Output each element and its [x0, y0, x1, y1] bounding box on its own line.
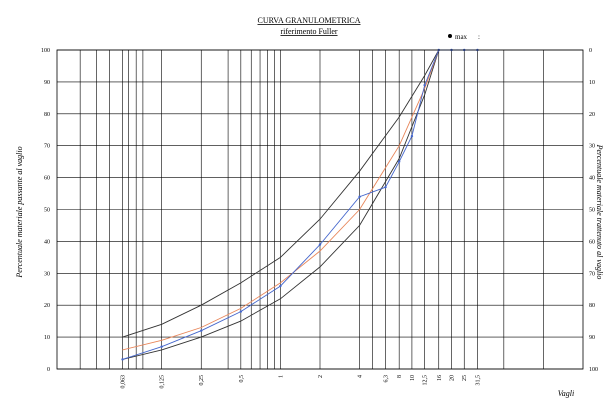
- y-tick-right: 100: [589, 367, 598, 373]
- y-tick-right: 20: [589, 112, 595, 118]
- data-point: [358, 195, 361, 198]
- plot-frame: [56, 49, 584, 370]
- x-tick-label: 0,25: [199, 375, 205, 386]
- y-tick-right: 30: [589, 144, 595, 150]
- y-tick-right: 50: [589, 208, 595, 214]
- y-tick-left: 30: [44, 271, 50, 277]
- x-tick-label: 2: [318, 375, 324, 378]
- y-tick-left: 10: [44, 335, 50, 341]
- legend-label-max: max: [455, 33, 468, 41]
- y-axis-label-right: Percentuale materiale trattenuto al vagl…: [595, 144, 604, 280]
- y-tick-left: 40: [44, 239, 50, 245]
- legend: max :: [448, 33, 480, 41]
- y-tick-right: 70: [589, 271, 595, 277]
- x-tick-label: 4: [358, 375, 364, 378]
- y-tick-right: 0: [589, 48, 592, 54]
- y-tick-left: 60: [44, 176, 50, 182]
- y-tick-left: 80: [44, 112, 50, 118]
- data-point: [423, 83, 426, 87]
- data-point: [410, 134, 414, 138]
- chart-grid: [57, 49, 583, 370]
- data-point: [200, 329, 203, 332]
- chart-subtitle: riferimento Fuller: [280, 27, 337, 36]
- data-point: [160, 345, 163, 348]
- y-tick-right: 80: [589, 303, 595, 309]
- y-axis-label-left: Percentuale materiale passante al vaglio: [15, 146, 24, 278]
- y-tick-right: 40: [589, 176, 595, 182]
- data-point: [397, 160, 401, 163]
- y-tick-left: 0: [47, 367, 50, 373]
- chart-title: CURVA GRANULOMETRICA: [258, 16, 361, 25]
- y-tick-left: 90: [44, 80, 50, 86]
- y-tick-right: 10: [589, 80, 595, 86]
- x-tick-label: 8: [397, 375, 403, 378]
- x-tick-label: 31,5: [475, 375, 481, 386]
- x-tick-label: 0,063: [121, 375, 127, 389]
- y-tick-right: 90: [589, 335, 595, 341]
- data-point: [384, 185, 387, 189]
- data-point: [121, 358, 124, 361]
- data-point: [239, 310, 243, 313]
- data-point: [279, 284, 282, 288]
- series-line-2: [122, 49, 440, 360]
- y-tick-left: 20: [44, 303, 50, 309]
- data-point: [318, 243, 322, 246]
- x-tick-label: 10: [410, 375, 416, 381]
- x-tick-label: 0,125: [160, 375, 166, 389]
- y-tick-left: 50: [44, 208, 50, 214]
- x-tick-label: 16: [437, 375, 443, 381]
- legend-label-second: :: [478, 33, 480, 41]
- y-tick-left: 70: [44, 144, 50, 150]
- x-axis-label: Vagli: [558, 389, 574, 398]
- y-tick-left: 100: [41, 48, 50, 54]
- y-tick-right: 60: [589, 239, 595, 245]
- x-tick-label: 1: [278, 375, 284, 378]
- x-tick-label: 0,5: [239, 375, 245, 383]
- x-tick-label: 25: [462, 375, 468, 381]
- legend-marker-icon: [448, 34, 452, 38]
- x-tick-labels: 0,063 0,125 0,25 0,5 1 2 4 6,3 8 10 12,5 16 20 25 31,5: [121, 375, 482, 389]
- x-tick-label: 20: [450, 375, 456, 381]
- x-tick-label: 12,5: [423, 375, 429, 386]
- x-tick-label: 6,3: [384, 375, 390, 383]
